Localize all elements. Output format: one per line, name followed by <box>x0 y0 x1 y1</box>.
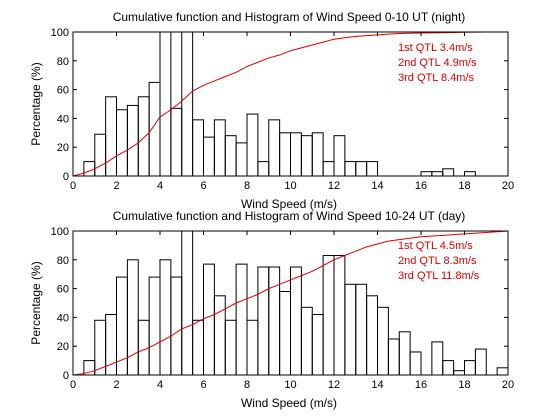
x-tick-label: 6 <box>200 180 206 192</box>
x-tick-label: 16 <box>415 379 427 391</box>
y-tick-label: 0 <box>63 370 69 382</box>
annotation-q1: 1st QTL 3.4m/s <box>398 42 473 54</box>
x-tick-label: 8 <box>244 180 250 192</box>
x-axis-label: Wind Speed (m/s) <box>241 396 337 410</box>
annotation-q2: 2nd QTL 8.3m/s <box>398 255 477 267</box>
y-tick-label: 60 <box>57 284 69 296</box>
quartile-annotations: 1st QTL 4.5m/s 2nd QTL 8.3m/s 3rd QTL 11… <box>398 240 480 282</box>
x-tick-label: 18 <box>458 180 470 192</box>
chart-day: Cumulative function and Histogram of Win… <box>29 209 514 410</box>
x-tick-label: 20 <box>502 180 514 192</box>
y-axis-label: Percentage (%) <box>29 62 43 145</box>
annotation-q3: 3rd QTL 11.8m/s <box>398 270 480 282</box>
x-tick-label: 14 <box>371 180 383 192</box>
histogram <box>83 31 476 177</box>
y-tick-label: 60 <box>57 85 69 97</box>
x-tick-label: 10 <box>284 180 296 192</box>
cumulative-series-line <box>72 230 509 376</box>
x-tick-label: 20 <box>502 379 514 391</box>
y-axis-label: Percentage (%) <box>29 261 43 344</box>
y-tick-label: 20 <box>57 341 69 353</box>
y-tick-label: 100 <box>51 226 69 238</box>
x-tick-label: 4 <box>157 180 163 192</box>
x-tick-label: 12 <box>328 379 340 391</box>
axis-ticks: 0 2 4 6 8 10 12 14 16 18 20 0 20 40 60 80 100 <box>51 226 514 391</box>
x-tick-label: 0 <box>70 180 76 192</box>
axis-ticks: 0 2 4 6 8 10 12 14 16 18 20 0 20 40 60 80 100 <box>51 27 514 192</box>
y-tick-label: 0 <box>63 171 69 183</box>
cumulative-line <box>72 31 508 177</box>
chart-title: Cumulative function and Histogram of Win… <box>113 10 466 24</box>
x-tick-label: 8 <box>244 379 250 391</box>
x-tick-label: 14 <box>371 379 383 391</box>
annotation-q3: 3rd QTL 8.4m/s <box>398 72 475 84</box>
y-tick-label: 40 <box>57 113 69 125</box>
y-tick-label: 100 <box>51 27 69 39</box>
y-tick-label: 80 <box>57 56 69 68</box>
cumulative-series-line <box>72 31 508 177</box>
x-axis-label: Wind Speed (m/s) <box>241 197 337 211</box>
x-tick-label: 12 <box>328 180 340 192</box>
x-tick-label: 10 <box>284 379 296 391</box>
chart-night: Cumulative function and Histogram of Win… <box>29 10 514 211</box>
x-tick-label: 2 <box>113 379 119 391</box>
y-tick-label: 80 <box>57 255 69 267</box>
y-tick-label: 40 <box>57 312 69 324</box>
quartile-annotations: 1st QTL 3.4m/s 2nd QTL 4.9m/s 3rd QTL 8.… <box>398 42 477 84</box>
x-tick-label: 4 <box>157 379 163 391</box>
y-tick-label: 20 <box>57 142 69 154</box>
x-tick-label: 16 <box>415 180 427 192</box>
x-tick-label: 2 <box>113 180 119 192</box>
x-tick-label: 18 <box>458 379 470 391</box>
x-tick-label: 0 <box>70 379 76 391</box>
annotation-q1: 1st QTL 4.5m/s <box>398 240 473 252</box>
chart-title: Cumulative function and Histogram of Win… <box>113 209 466 223</box>
cumulative-line <box>72 230 509 376</box>
annotation-q2: 2nd QTL 4.9m/s <box>398 57 477 69</box>
x-tick-label: 6 <box>200 379 206 391</box>
